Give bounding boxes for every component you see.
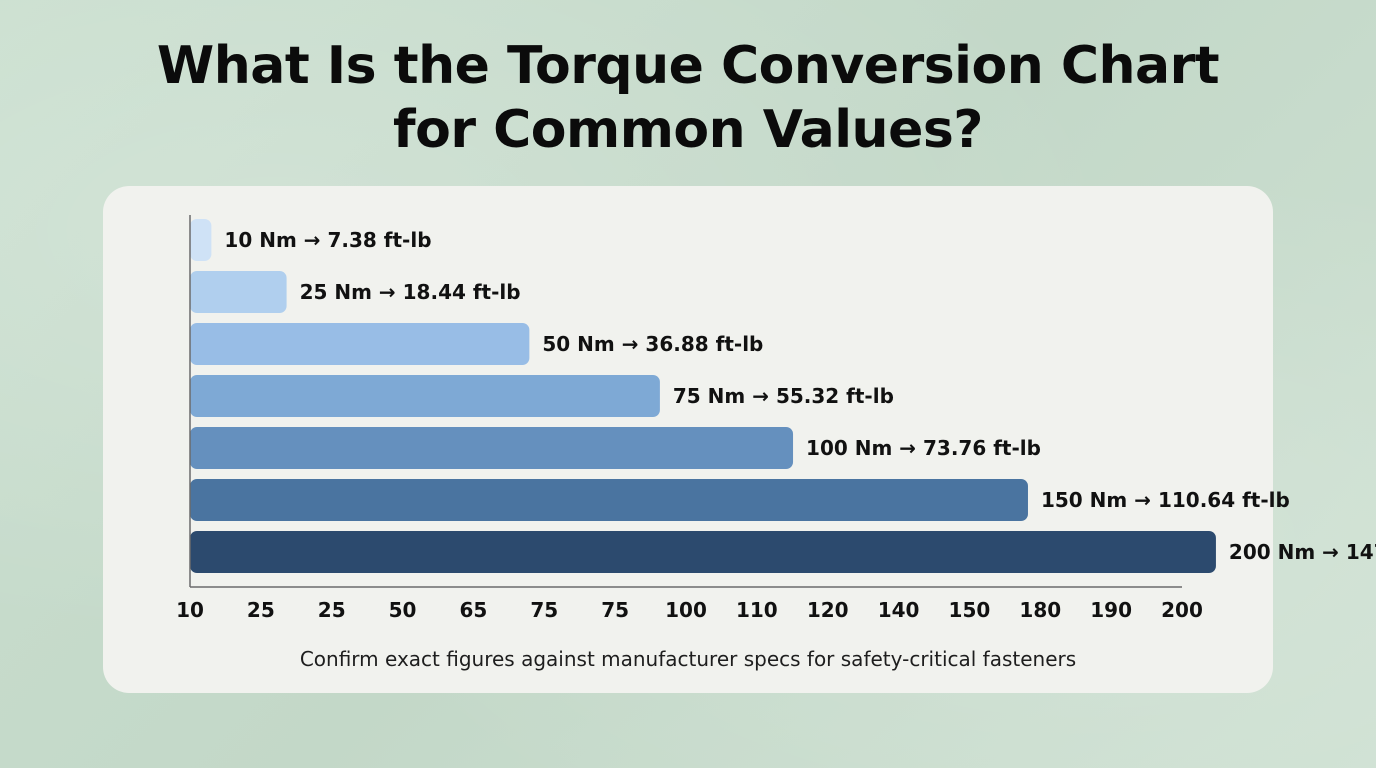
- x-tick-label: 140: [878, 598, 920, 622]
- x-tick-label: 25: [318, 598, 346, 622]
- bar-100-nm: [190, 427, 794, 469]
- x-tick-label: 75: [530, 598, 558, 622]
- bar-50-nm: [190, 323, 530, 365]
- x-tick-label: 110: [736, 598, 778, 622]
- bar-labels-group: 10 Nm → 7.38 ft-lb 25 Nm → 18.44 ft-lb 50 …: [224, 228, 1376, 564]
- x-tick-label: 190: [1090, 598, 1132, 622]
- bar-25-nm: [190, 271, 287, 313]
- bar-label: 50 Nm → 36.88 ft-lb: [542, 332, 763, 356]
- bar-10-nm: [190, 219, 212, 261]
- x-tick-label: 150: [949, 598, 991, 622]
- bar-label: 200 Nm → 147.52 ft-lb: [1229, 540, 1376, 564]
- bar-label: 150 Nm → 110.64 ft-lb: [1041, 488, 1290, 512]
- title-line-2: for Common Values?: [393, 100, 983, 160]
- x-tick-label: 25: [247, 598, 275, 622]
- bar-label: 100 Nm → 73.76 ft-lb: [806, 436, 1041, 460]
- x-tick-label: 65: [460, 598, 488, 622]
- bar-label: 75 Nm → 55.32 ft-lb: [673, 384, 894, 408]
- bar-75-nm: [190, 375, 660, 417]
- x-tick-label: 100: [665, 598, 707, 622]
- bar-150-nm: [190, 479, 1028, 521]
- bar-200-nm: [190, 531, 1216, 573]
- x-tick-label: 180: [1019, 598, 1061, 622]
- x-tick-label: 200: [1161, 598, 1203, 622]
- x-tick-label: 75: [601, 598, 629, 622]
- bar-label: 25 Nm → 18.44 ft-lb: [300, 280, 521, 304]
- page-title: What Is the Torque Conversion Chart for …: [0, 34, 1376, 162]
- footnote: Confirm exact figures against manufactur…: [299, 647, 1077, 671]
- x-tick-labels-group: 10 25 25 50 65 75 75 100 110 120 140 150 180 190 200: [176, 598, 1203, 622]
- x-tick-label: 10: [176, 598, 204, 622]
- bars-group: [190, 219, 1216, 573]
- x-tick-label: 120: [807, 598, 849, 622]
- bar-label: 10 Nm → 7.38 ft-lb: [224, 228, 431, 252]
- title-line-1: What Is the Torque Conversion Chart: [156, 36, 1220, 96]
- x-tick-label: 50: [389, 598, 417, 622]
